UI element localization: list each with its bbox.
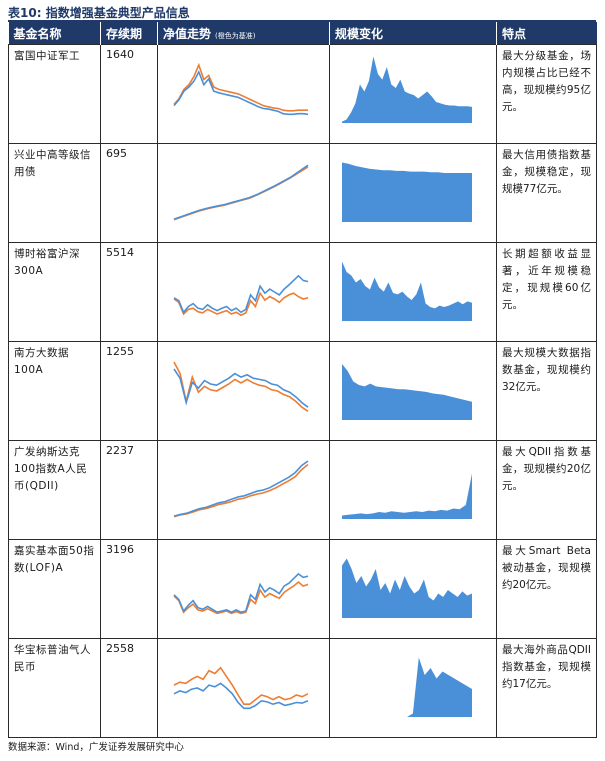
table-row: 广发纳斯达克100指数A人民币(QDII) 2237 最大QDII指数基金，现规模约… xyxy=(8,440,597,540)
scale-change-cell xyxy=(329,341,497,441)
nav-line xyxy=(173,682,309,710)
caption-rule xyxy=(8,20,596,22)
scale-area xyxy=(342,558,472,618)
header-scale: 规模变化 xyxy=(329,22,497,45)
scale-change-chart xyxy=(342,473,472,519)
fund-name: 广发纳斯达克100指数A人民币(QDII) xyxy=(8,440,101,540)
benchmark-line xyxy=(173,291,309,317)
scale-area xyxy=(342,364,472,420)
header-feature: 特点 xyxy=(496,22,597,45)
nav-line xyxy=(173,460,309,517)
table-row: 南方大数据100A 1255 最大规模大数据指数基金，现规模约32亿元。 xyxy=(8,341,597,441)
header-name: 基金名称 xyxy=(8,22,101,45)
nav-line xyxy=(173,368,309,408)
benchmark-line xyxy=(173,361,309,412)
nav-trend-cell xyxy=(157,242,330,342)
fund-duration: 2237 xyxy=(100,440,158,540)
source-note: 数据来源：Wind，广发证券发展研究中心 xyxy=(8,742,184,753)
scale-change-cell xyxy=(329,143,497,243)
scale-change-cell xyxy=(329,242,497,342)
table-caption: 表10: 指数增强基金典型产品信息 xyxy=(8,4,190,21)
fund-feature: 最大海外商品QDII指数基金，现规模约17亿元。 xyxy=(496,638,597,738)
scale-change-chart xyxy=(342,558,472,618)
table-row: 华宝标普油气人民币 2558 最大海外商品QDII指数基金，现规模约17亿元。 xyxy=(8,638,597,738)
nav-trend-chart xyxy=(173,666,309,710)
table-header-row: 基金名称 存续期 净值走势 (橙色为基准) 规模变化 特点 xyxy=(8,22,597,45)
nav-trend-cell xyxy=(157,440,330,540)
scale-change-chart xyxy=(342,364,472,420)
nav-line xyxy=(173,164,309,220)
table-row: 兴业中高等级信用债 695 最大信用债指数基金，规模稳定，现规模77亿元。 xyxy=(8,143,597,243)
header-nav-trend-label: 净值走势 xyxy=(163,26,212,41)
benchmark-line xyxy=(173,463,309,518)
table-row: 富国中证军工 1640 最大分级基金，场内规模占比已经不高，现规模约95亿元。 xyxy=(8,44,597,144)
table-caption-title: 指数增强基金典型产品信息 xyxy=(45,6,190,20)
nav-trend-cell xyxy=(157,143,330,243)
fund-feature: 最大信用债指数基金，规模稳定，现规模77亿元。 xyxy=(496,143,597,243)
nav-trend-cell xyxy=(157,638,330,738)
fund-name: 博时裕富沪深300A xyxy=(8,242,101,342)
scale-change-chart xyxy=(342,261,472,321)
scale-area xyxy=(342,473,472,519)
nav-trend-cell xyxy=(157,44,330,144)
nav-trend-cell xyxy=(157,341,330,441)
scale-area xyxy=(342,56,472,123)
fund-name: 华宝标普油气人民币 xyxy=(8,638,101,738)
fund-name: 富国中证军工 xyxy=(8,44,101,144)
scale-change-cell xyxy=(329,440,497,540)
fund-duration: 695 xyxy=(100,143,158,243)
benchmark-line xyxy=(173,580,309,615)
scale-change-chart xyxy=(342,56,472,123)
scale-change-chart xyxy=(342,162,472,222)
fund-table: 基金名称 存续期 净值走势 (橙色为基准) 规模变化 特点 富国中证军工 1640 最… xyxy=(8,22,597,738)
fund-duration: 1255 xyxy=(100,341,158,441)
fund-feature: 最大分级基金，场内规模占比已经不高，现规模约95亿元。 xyxy=(496,44,597,144)
fund-rows: 富国中证军工 1640 最大分级基金，场内规模占比已经不高，现规模约95亿元。 兴业中… xyxy=(8,44,597,738)
fund-duration: 5514 xyxy=(100,242,158,342)
fund-duration: 1640 xyxy=(100,44,158,144)
nav-trend-chart xyxy=(173,164,309,221)
fund-name: 嘉实基本面50指数(LOF)A xyxy=(8,539,101,639)
fund-feature: 最大Smart Beta被动基金，现规模约20亿元。 xyxy=(496,539,597,639)
scale-area xyxy=(342,657,472,717)
fund-feature: 最大规模大数据指数基金，现规模约32亿元。 xyxy=(496,341,597,441)
fund-name: 南方大数据100A xyxy=(8,341,101,441)
benchmark-line xyxy=(173,62,308,112)
scale-area xyxy=(342,162,472,222)
header-nav-trend: 净值走势 (橙色为基准) xyxy=(157,22,330,45)
table-caption-label: 表10: xyxy=(8,6,42,20)
benchmark-line xyxy=(173,666,309,705)
header-duration: 存续期 xyxy=(100,22,158,45)
scale-change-cell xyxy=(329,44,497,144)
nav-trend-cell xyxy=(157,539,330,639)
scale-change-cell xyxy=(329,638,497,738)
nav-line xyxy=(173,572,309,614)
table-row: 博时裕富沪深300A 5514 长期超额收益显著，近年规模稳定，现规模60亿元。 xyxy=(8,242,597,342)
fund-duration: 2558 xyxy=(100,638,158,738)
fund-duration: 3196 xyxy=(100,539,158,639)
scale-change-cell xyxy=(329,539,497,639)
fund-feature: 最大QDII指数基金，现规模约20亿元。 xyxy=(496,440,597,540)
header-nav-note: (橙色为基准) xyxy=(215,31,256,40)
fund-feature: 长期超额收益显著，近年规模稳定，现规模60亿元。 xyxy=(496,242,597,342)
nav-trend-chart xyxy=(173,361,309,412)
fund-name: 兴业中高等级信用债 xyxy=(8,143,101,243)
nav-line xyxy=(173,70,309,116)
nav-trend-chart xyxy=(173,274,309,317)
scale-area xyxy=(342,261,472,321)
scale-change-chart xyxy=(342,657,472,717)
nav-trend-chart xyxy=(173,572,309,615)
nav-trend-chart xyxy=(173,62,309,116)
nav-trend-chart xyxy=(173,460,309,518)
nav-line xyxy=(173,274,309,314)
table-row: 嘉实基本面50指数(LOF)A 3196 最大Smart Beta被动基金，现规模约… xyxy=(8,539,597,639)
